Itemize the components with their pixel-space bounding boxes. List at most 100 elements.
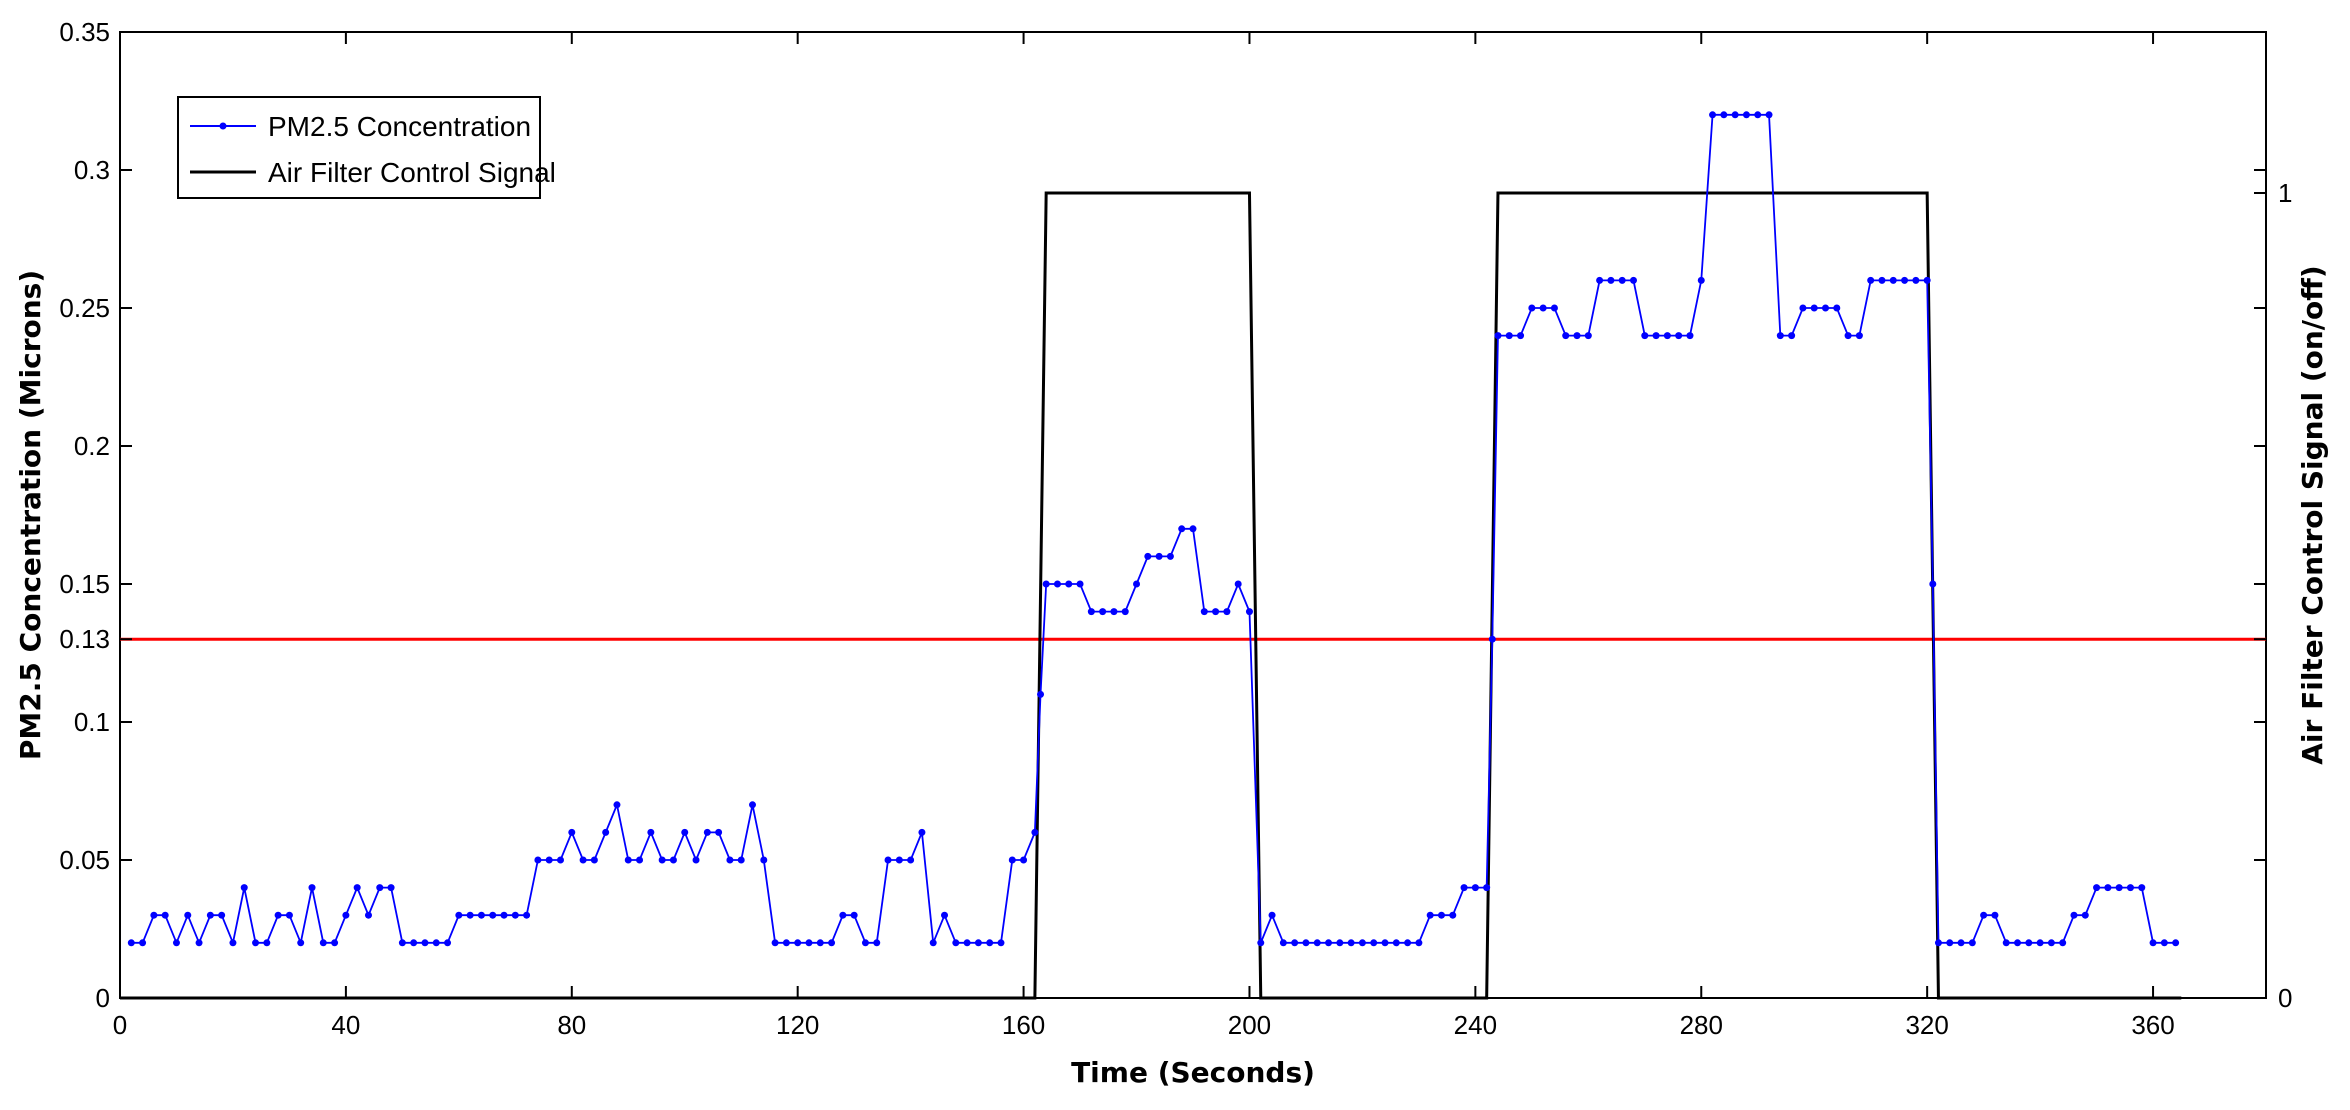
pm25-data-point [308, 884, 316, 892]
pm25-data-point [240, 884, 248, 892]
pm25-data-point [455, 911, 463, 919]
pm25-data-point [918, 828, 926, 836]
pm25-data-point [2104, 884, 2112, 892]
pm25-data-point [1065, 580, 1073, 588]
pm25-data-point [1742, 111, 1750, 119]
pm25-data-point [161, 911, 169, 919]
legend-marker-pm25 [219, 122, 227, 130]
pm25-data-point [794, 939, 802, 947]
pm25-data-point [2059, 939, 2067, 947]
pm25-data-point [1901, 276, 1909, 284]
x-tick-label: 280 [1680, 1010, 1723, 1040]
pm25-data-point [1629, 276, 1637, 284]
pm25-data-point [1641, 332, 1649, 340]
pm25-data-point [364, 911, 372, 919]
pm25-data-point [1257, 939, 1265, 947]
y-right-tick-label: 0 [2278, 983, 2292, 1013]
pm25-data-point [1460, 884, 1468, 892]
pm25-data-point [2002, 939, 2010, 947]
pm25-data-point [1291, 939, 1299, 947]
pm25-data-point [297, 939, 305, 947]
pm25-data-point [941, 911, 949, 919]
pm25-data-point [1686, 332, 1694, 340]
pm25-data-point [500, 911, 508, 919]
y-tick-label: 0.3 [74, 155, 110, 185]
pm25-data-point [1957, 939, 1965, 947]
pm25-data-point [1189, 525, 1197, 533]
pm25-data-point [760, 856, 768, 864]
pm25-data-point [1076, 580, 1084, 588]
pm25-data-point [1968, 939, 1976, 947]
pm25-data-point [1562, 332, 1570, 340]
pm25-data-point [726, 856, 734, 864]
pm25-data-point [1573, 332, 1581, 340]
pm25-data-point [1200, 608, 1208, 616]
y-tick-label: 0.35 [59, 17, 110, 47]
pm25-data-point [127, 939, 135, 947]
pm25-data-point [1234, 580, 1242, 588]
pm25-data-point [353, 884, 361, 892]
pm25-data-point [1245, 608, 1253, 616]
pm25-data-point [1675, 332, 1683, 340]
pm25-data-point [1697, 276, 1705, 284]
pm25-data-point [1878, 276, 1886, 284]
pm25-data-point [1404, 939, 1412, 947]
pm25-data-point [613, 801, 621, 809]
pm25-data-point [1155, 552, 1163, 560]
pm25-data-point [534, 856, 542, 864]
x-tick-label: 0 [113, 1010, 127, 1040]
pm25-data-point [1358, 939, 1366, 947]
pm25-data-point [274, 911, 282, 919]
pm25-data-point [1415, 939, 1423, 947]
pm25-data-point [861, 939, 869, 947]
pm25-data-point [1325, 939, 1333, 947]
pm25-data-point [229, 939, 237, 947]
pm25-data-point [1855, 332, 1863, 340]
pm25-data-point [850, 911, 858, 919]
pm25-data-point [466, 911, 474, 919]
pm25-data-point [1720, 111, 1728, 119]
series-layer [120, 111, 2182, 1000]
pm25-data-point [1596, 276, 1604, 284]
pm25-data-point [1517, 332, 1525, 340]
pm25-data-point [669, 856, 677, 864]
pm25-data-point [523, 911, 531, 919]
pm25-data-point [1663, 332, 1671, 340]
pm25-data-point [647, 828, 655, 836]
pm25-data-point [342, 911, 350, 919]
pm25-data-point [568, 828, 576, 836]
pm25-data-point [737, 856, 745, 864]
pm25-data-point [1178, 525, 1186, 533]
pm25-data-point [1483, 884, 1491, 892]
pm25-data-point [1618, 276, 1626, 284]
pm25-data-point [1166, 552, 1174, 560]
pm25-data-point [1042, 580, 1050, 588]
pm25-data-point [590, 856, 598, 864]
pm25-data-point [195, 939, 203, 947]
pm25-data-point [873, 939, 881, 947]
pm25-data-point [285, 911, 293, 919]
pm25-data-point [828, 939, 836, 947]
x-tick-label: 320 [1905, 1010, 1948, 1040]
pm25-data-point [1929, 580, 1937, 588]
pm25-data-point [703, 828, 711, 836]
pm25-data-point [387, 884, 395, 892]
pm25-data-point [477, 911, 485, 919]
pm25-data-point [150, 911, 158, 919]
pm25-data-point [1550, 304, 1558, 312]
pm25-data-point [805, 939, 813, 947]
x-axis-title: Time (Seconds) [1071, 1056, 1315, 1089]
pm25-data-point [771, 939, 779, 947]
pm25-data-point [1991, 911, 1999, 919]
pm25-data-point [206, 911, 214, 919]
pm25-data-point [1731, 111, 1739, 119]
pm25-data-point [376, 884, 384, 892]
pm25-data-point [1020, 856, 1028, 864]
legend-label-pm25: PM2.5 Concentration [268, 111, 531, 142]
pm25-data-point [252, 939, 260, 947]
y-right-tick-label: 1 [2278, 178, 2292, 208]
pm25-data-point [1381, 939, 1389, 947]
pm25-data-point [1392, 939, 1400, 947]
pm25-data-point [1539, 304, 1547, 312]
pm25-data-point [1008, 856, 1016, 864]
